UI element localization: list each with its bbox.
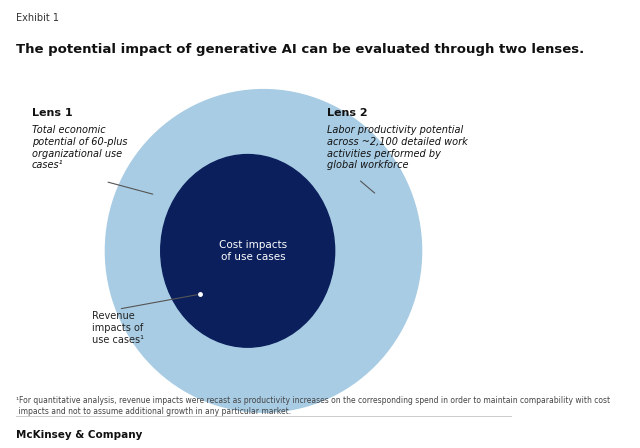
- Ellipse shape: [161, 155, 335, 347]
- Text: The potential impact of generative AI can be evaluated through two lenses.: The potential impact of generative AI ca…: [16, 43, 584, 56]
- Text: Cost impacts
of use cases: Cost impacts of use cases: [219, 240, 287, 262]
- Text: Exhibit 1: Exhibit 1: [16, 13, 59, 23]
- Text: Lens 2: Lens 2: [327, 108, 367, 117]
- Text: ¹For quantitative analysis, revenue impacts were recast as productivity increase: ¹For quantitative analysis, revenue impa…: [16, 396, 610, 416]
- Ellipse shape: [106, 90, 422, 412]
- Text: McKinsey & Company: McKinsey & Company: [16, 430, 142, 440]
- Text: Labor productivity potential
across ~2,100 detailed work
activities performed by: Labor productivity potential across ~2,1…: [327, 125, 467, 170]
- Text: Total economic
potential of 60-plus
organizational use
cases¹: Total economic potential of 60-plus orga…: [31, 125, 127, 170]
- Text: Lens 1: Lens 1: [31, 108, 72, 117]
- Text: Revenue
impacts of
use cases¹: Revenue impacts of use cases¹: [92, 311, 144, 345]
